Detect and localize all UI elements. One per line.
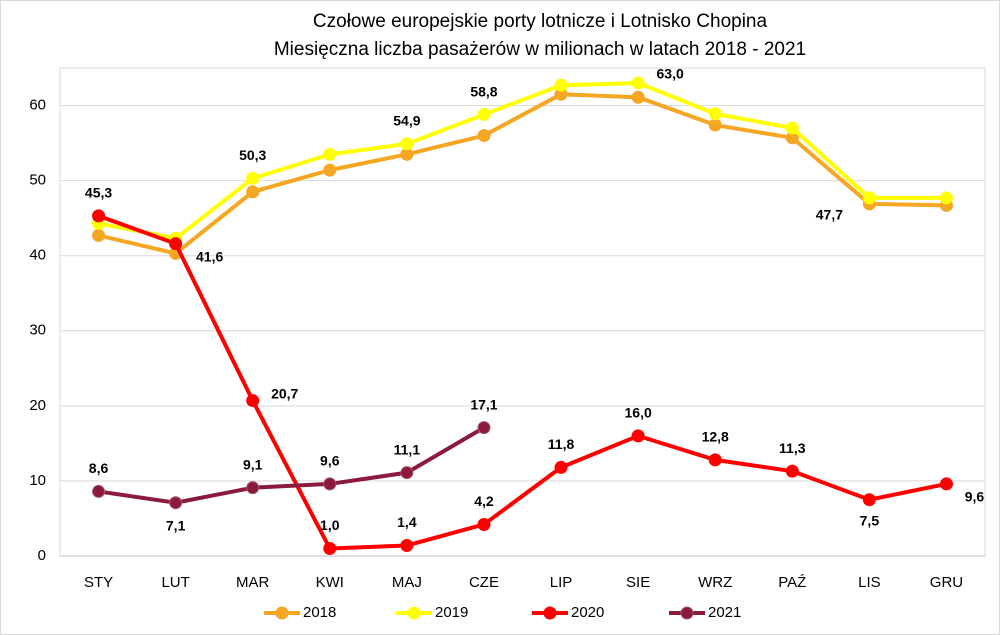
data-point (323, 477, 337, 491)
x-tick-label: LUT (161, 574, 189, 591)
y-tick-label: 60 (29, 97, 46, 114)
data-point (862, 191, 876, 205)
data-point (708, 107, 722, 121)
x-tick-label: LIP (550, 574, 573, 591)
data-label: 41,6 (196, 248, 223, 264)
x-tick-label: PAŹ (778, 574, 806, 591)
data-point (939, 191, 953, 205)
data-label: 8,6 (89, 460, 109, 476)
series-line (98, 81, 947, 241)
series-line (98, 92, 947, 256)
legend-marker (680, 606, 694, 620)
x-tick-label: KWI (316, 574, 344, 591)
data-label: 58,8 (470, 83, 497, 99)
data-point (246, 394, 260, 408)
data-point (92, 484, 106, 498)
y-tick-label: 40 (29, 247, 46, 264)
legend-label: 2019 (435, 604, 468, 621)
data-point (477, 421, 491, 435)
data-label: 11,8 (548, 436, 575, 452)
x-tick-label: STY (84, 574, 113, 591)
data-label: 54,9 (393, 113, 420, 129)
data-label: 17,1 (470, 396, 497, 412)
data-point (323, 541, 337, 555)
legend-label: 2021 (708, 604, 741, 621)
data-point (246, 185, 260, 199)
x-tick-label: SIE (626, 574, 650, 591)
data-point (477, 108, 491, 122)
legend-marker (407, 606, 421, 620)
series-line (97, 214, 947, 551)
data-label: 50,3 (239, 147, 266, 163)
data-point (554, 460, 568, 474)
data-label: 9,6 (965, 489, 985, 505)
data-point (631, 90, 645, 104)
x-tick-label: LIS (858, 574, 881, 591)
data-label: 11,1 (394, 441, 421, 457)
y-tick-label: 0 (38, 547, 46, 564)
legend-label: 2018 (303, 604, 336, 621)
chart-title: Czołowe europejskie porty lotnicze i Lot… (313, 11, 768, 32)
data-point (631, 429, 645, 443)
data-label: 4,2 (474, 493, 494, 509)
x-tick-label: CZE (469, 574, 499, 591)
data-label: 47,7 (816, 207, 843, 223)
data-point (323, 163, 337, 177)
legend-marker (543, 606, 557, 620)
x-tick-label: MAJ (392, 574, 422, 591)
legend-label: 2020 (571, 604, 604, 621)
data-label: 7,5 (860, 512, 880, 528)
data-label: 45,3 (85, 185, 112, 201)
data-point (400, 538, 414, 552)
data-point (554, 78, 568, 92)
data-point (400, 137, 414, 151)
x-tick-label: WRZ (698, 574, 732, 591)
series-line (98, 425, 485, 505)
data-point (169, 237, 183, 251)
data-label: 1,0 (320, 517, 340, 533)
data-label: 11,3 (779, 440, 806, 456)
data-point (477, 517, 491, 531)
y-tick-label: 10 (29, 472, 46, 489)
data-label: 63,0 (657, 66, 684, 82)
data-point (477, 129, 491, 143)
y-tick-label: 50 (29, 172, 46, 189)
chart-subtitle: Miesięczna liczba pasażerów w milionach … (274, 39, 806, 60)
data-label: 9,1 (243, 456, 263, 472)
data-point (785, 121, 799, 135)
legend-marker (275, 606, 289, 620)
data-point (92, 209, 106, 223)
data-label: 16,0 (625, 405, 652, 421)
y-tick-label: 30 (29, 322, 46, 339)
x-tick-label: GRU (930, 574, 963, 591)
x-tick-label: MAR (236, 574, 270, 591)
data-point (862, 493, 876, 507)
data-label: 9,6 (320, 453, 340, 469)
data-point (246, 171, 260, 185)
data-point (939, 477, 953, 491)
data-point (785, 464, 799, 478)
data-label: 12,8 (702, 429, 729, 445)
data-point (708, 118, 722, 132)
y-tick-label: 20 (29, 397, 46, 414)
data-point (246, 481, 260, 495)
data-label: 20,7 (271, 385, 298, 401)
data-point (323, 147, 337, 161)
data-label: 7,1 (166, 517, 186, 533)
data-point (708, 453, 722, 467)
data-label: 1,4 (397, 514, 417, 530)
data-point (631, 76, 645, 90)
data-point (92, 228, 106, 242)
data-point (400, 466, 414, 480)
data-point (169, 496, 183, 510)
